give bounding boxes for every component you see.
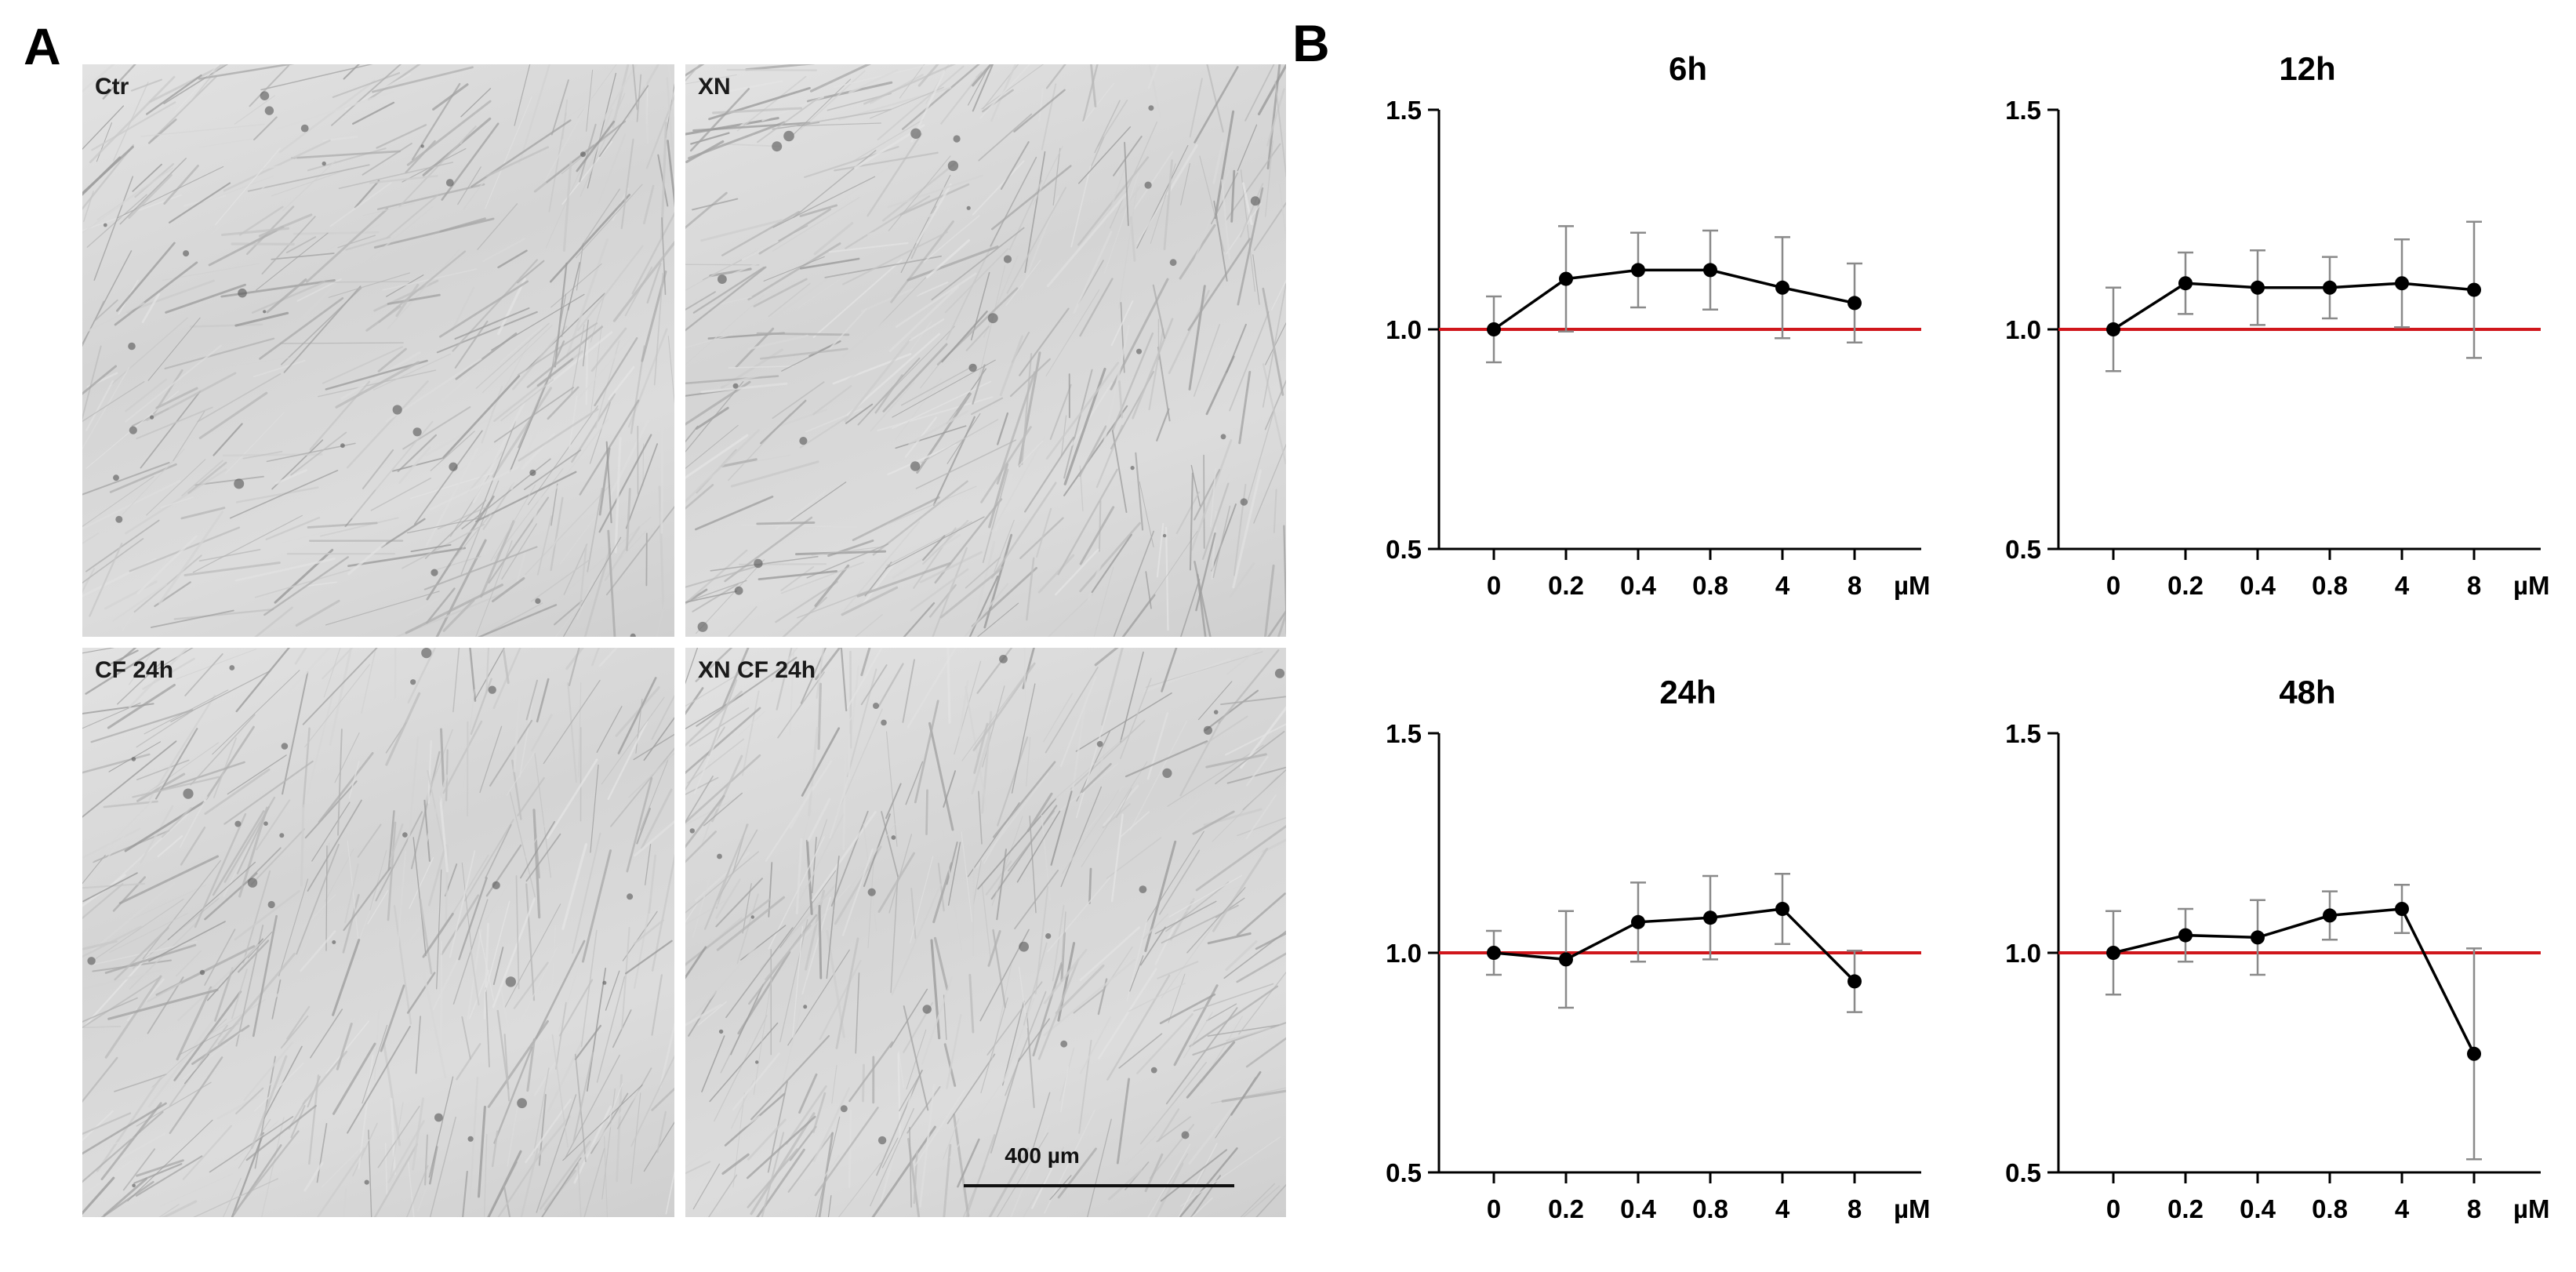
x-unit-label: µM [2513, 571, 2550, 600]
x-tick-label: 4 [1775, 571, 1790, 600]
x-tick-label: 8 [1848, 571, 1862, 600]
x-tick-label: 4 [2395, 571, 2410, 600]
x-tick-label: 0.4 [1620, 571, 1657, 600]
x-tick-label: 4 [2395, 1194, 2410, 1223]
data-point [1631, 915, 1645, 929]
x-tick-label: 0.8 [1692, 571, 1728, 600]
chart-title: 48h [2279, 674, 2335, 711]
x-tick-label: 0.8 [1692, 1194, 1728, 1223]
cell-texture [82, 64, 674, 637]
series-line [1494, 909, 1855, 981]
micrograph-ctr: Ctr [82, 64, 674, 637]
y-tick-label: 1.5 [1386, 719, 1422, 748]
micrograph-panel: Ctr XN CF 24h XN CF 24h 400 µm [0, 0, 1294, 1268]
chart-12h-svg: 12h 0.5 1.0 1.5 0 0.2 0.4 0.8 4 8 µM [1913, 31, 2576, 627]
chart-12h: 12h 0.5 1.0 1.5 0 0.2 0.4 0.8 4 8 µM [1913, 31, 2576, 627]
data-point [2395, 276, 2409, 290]
chart-title: 6h [1669, 50, 1707, 87]
x-tick-label: 0.2 [2167, 571, 2204, 600]
cell-texture [685, 648, 1286, 1217]
series-line [1494, 270, 1855, 329]
data-point [1703, 910, 1717, 925]
data-point [2251, 930, 2265, 944]
chart-title: 24h [1659, 674, 1716, 711]
x-tick-label: 0 [2106, 571, 2120, 600]
scale-bar [964, 1184, 1234, 1187]
y-tick-label: 1.5 [1386, 96, 1422, 125]
x-tick-label: 8 [1848, 1194, 1862, 1223]
x-tick-label: 0.4 [2240, 1194, 2276, 1223]
cell-strokes [685, 64, 1286, 637]
scale-bar-label: 400 µm [964, 1143, 1121, 1168]
y-tick-label: 0.5 [2005, 535, 2041, 564]
y-tick-label: 0.5 [2005, 1158, 2041, 1187]
data-point [1559, 272, 1573, 286]
data-point [2251, 281, 2265, 295]
series-line [2113, 909, 2474, 1054]
cell-strokes [82, 648, 674, 1217]
x-tick-label: 0.4 [1620, 1194, 1657, 1223]
y-tick-label: 0.5 [1386, 535, 1422, 564]
data-point [2395, 902, 2409, 916]
x-tick-label: 0 [1487, 1194, 1501, 1223]
micrograph-xn-cf-24h: XN CF 24h 400 µm [685, 648, 1286, 1217]
micrograph-label: XN [698, 74, 731, 100]
x-tick-label: 0.8 [2312, 1194, 2348, 1223]
x-tick-label: 8 [2467, 571, 2481, 600]
chart-title: 12h [2279, 50, 2335, 87]
x-tick-label: 0.8 [2312, 571, 2348, 600]
micrograph-label: XN CF 24h [698, 657, 816, 684]
data-point [2106, 946, 2120, 960]
x-tick-label: 8 [2467, 1194, 2481, 1223]
micrograph-cf-24h: CF 24h [82, 648, 674, 1217]
cell-texture [685, 64, 1286, 637]
micrograph-label: CF 24h [95, 657, 173, 684]
micrograph-xn: XN [685, 64, 1286, 637]
x-tick-label: 4 [1775, 1194, 1790, 1223]
series-line [2113, 283, 2474, 329]
micrograph-label: Ctr [95, 74, 129, 100]
data-point [2323, 281, 2337, 295]
x-tick-label: 0 [2106, 1194, 2120, 1223]
data-point [2178, 929, 2193, 943]
data-point [1631, 263, 1645, 277]
data-point [1775, 281, 1789, 295]
y-tick-label: 1.0 [1386, 315, 1422, 344]
y-tick-label: 1.0 [2005, 315, 2041, 344]
chart-48h-svg: 48h 0.5 1.0 1.5 0 0.2 0.4 0.8 4 8 µM [1913, 655, 2576, 1268]
x-tick-label: 0 [1487, 571, 1501, 600]
cell-strokes [82, 64, 674, 637]
data-point [1703, 263, 1717, 277]
x-unit-label: µM [2513, 1194, 2550, 1223]
y-tick-label: 1.5 [2005, 719, 2041, 748]
y-tick-label: 1.0 [2005, 939, 2041, 968]
data-point [1487, 322, 1501, 336]
y-tick-label: 1.5 [2005, 96, 2041, 125]
y-tick-label: 0.5 [1386, 1158, 1422, 1187]
data-point [2178, 276, 2193, 290]
x-tick-label: 0.2 [1548, 571, 1584, 600]
x-tick-label: 0.2 [2167, 1194, 2204, 1223]
chart-48h: 48h 0.5 1.0 1.5 0 0.2 0.4 0.8 4 8 µM [1913, 655, 2576, 1268]
cell-texture [82, 648, 674, 1217]
x-tick-label: 0.4 [2240, 571, 2276, 600]
data-point [1559, 952, 1573, 966]
data-point [1487, 946, 1501, 960]
chart-panel: 6h 0.5 1.0 1.5 0 0.2 0.4 0.8 4 8 µM 12h 0.5 1.0 1.5 0 0… [1294, 0, 2576, 1268]
x-tick-label: 0.2 [1548, 1194, 1584, 1223]
data-point [2323, 908, 2337, 922]
data-point [2106, 322, 2120, 336]
data-point [1848, 974, 1862, 988]
cell-strokes [685, 648, 1286, 1217]
data-point [1848, 296, 1862, 310]
data-point [1775, 902, 1789, 916]
y-tick-label: 1.0 [1386, 939, 1422, 968]
data-point [2467, 1047, 2481, 1061]
data-point [2467, 283, 2481, 297]
